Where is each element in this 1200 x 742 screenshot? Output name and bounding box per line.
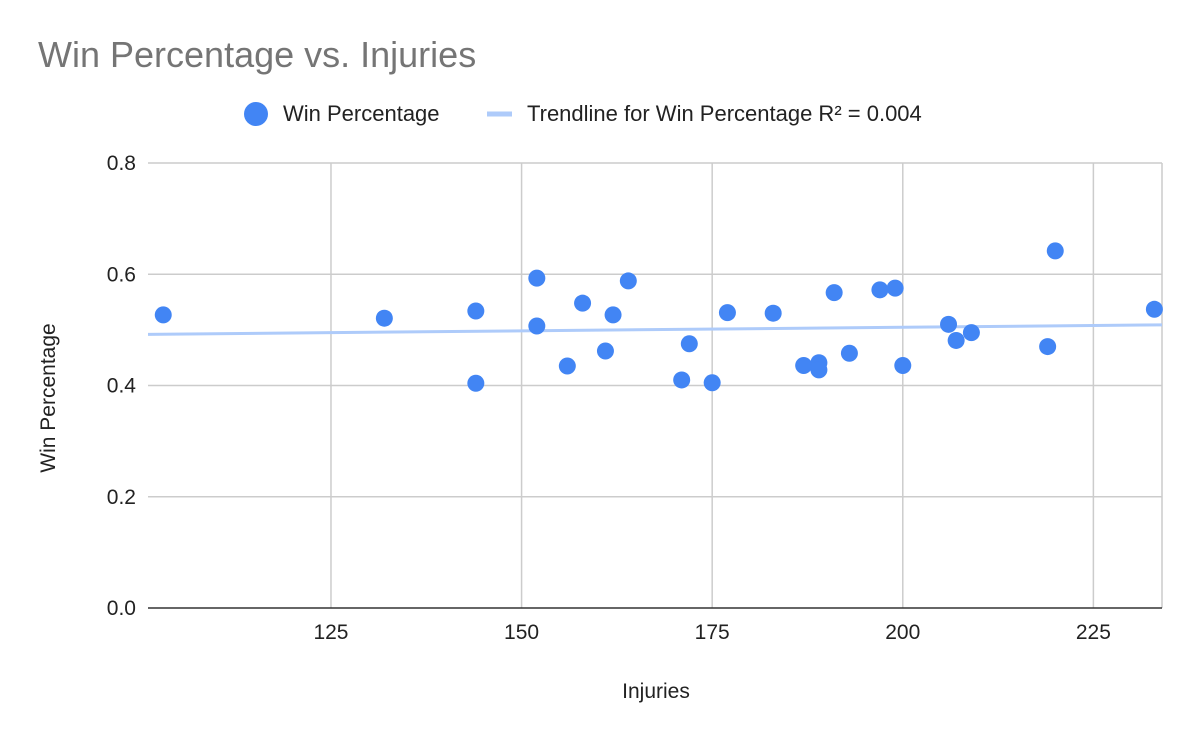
x-tick-label: 150 [504, 621, 539, 644]
data-point[interactable] [810, 361, 828, 379]
data-point[interactable] [1039, 338, 1057, 356]
x-tick-label: 125 [313, 621, 348, 644]
gridlines [148, 162, 1163, 609]
data-point[interactable] [703, 374, 721, 392]
data-point[interactable] [574, 294, 592, 312]
data-points [154, 242, 1163, 392]
y-tick-label: 0.4 [107, 375, 137, 398]
data-point[interactable] [825, 284, 843, 302]
y-tick-label: 0.6 [107, 263, 136, 286]
data-point[interactable] [718, 304, 736, 322]
legend: Win Percentage Trendline for Win Percent… [244, 101, 922, 126]
data-point[interactable] [558, 357, 576, 375]
legend-label-win-percentage: Win Percentage [283, 101, 440, 126]
data-point[interactable] [764, 304, 782, 322]
data-point[interactable] [467, 302, 485, 320]
data-point[interactable] [528, 317, 546, 335]
legend-item-win-percentage[interactable]: Win Percentage [244, 101, 440, 126]
x-tick-label: 175 [695, 621, 730, 644]
legend-label-trendline: Trendline for Win Percentage R² = 0.004 [527, 101, 922, 126]
data-point[interactable] [840, 344, 858, 362]
x-axis-title: Injuries [622, 680, 690, 703]
legend-item-trendline[interactable]: Trendline for Win Percentage R² = 0.004 [487, 101, 922, 126]
data-point[interactable] [619, 272, 637, 290]
y-axis-title: Win Percentage [37, 323, 60, 472]
tick-labels: 0.0 0.2 0.4 0.6 0.8 125 150 175 200 225 [107, 152, 1111, 644]
data-point[interactable] [940, 315, 958, 333]
data-point[interactable] [1046, 242, 1064, 260]
data-point[interactable] [673, 371, 691, 389]
data-point[interactable] [680, 335, 698, 353]
data-point[interactable] [894, 356, 912, 374]
y-tick-label: 0.8 [107, 152, 136, 175]
data-point[interactable] [962, 324, 980, 342]
data-point[interactable] [467, 374, 485, 392]
data-point[interactable] [596, 342, 614, 360]
data-point[interactable] [604, 306, 622, 324]
data-point[interactable] [871, 281, 889, 299]
data-point[interactable] [886, 279, 904, 297]
data-point[interactable] [795, 356, 813, 374]
data-point[interactable] [947, 331, 965, 349]
data-point[interactable] [375, 309, 393, 327]
x-tick-label: 225 [1076, 621, 1111, 644]
legend-marker-win-percentage [244, 102, 268, 126]
y-tick-label: 0.0 [107, 597, 136, 620]
data-point[interactable] [154, 306, 172, 324]
chart-title: Win Percentage vs. Injuries [38, 34, 476, 75]
y-tick-label: 0.2 [107, 486, 136, 509]
data-point[interactable] [528, 269, 546, 287]
x-tick-label: 200 [885, 621, 920, 644]
trendline [147, 323, 1163, 336]
data-point[interactable] [1145, 300, 1163, 318]
trendline-layer [147, 323, 1163, 336]
